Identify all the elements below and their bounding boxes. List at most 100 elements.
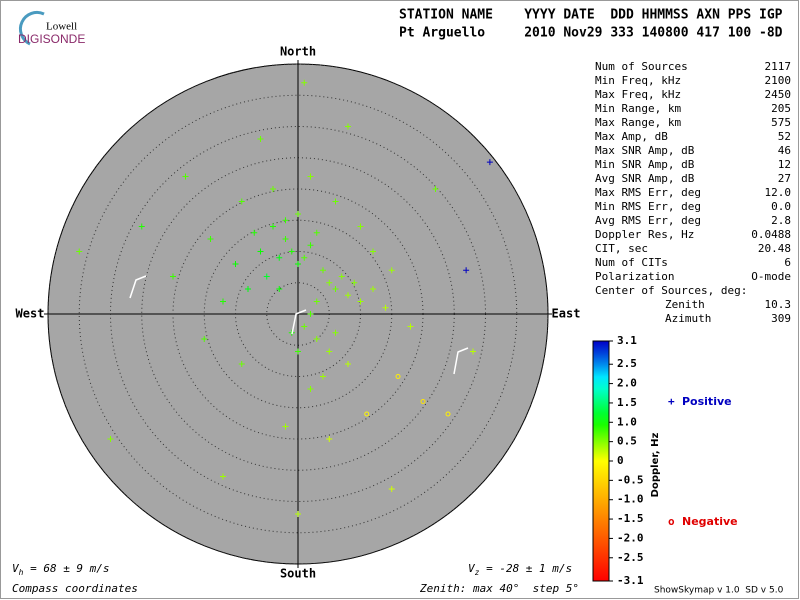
source-plus <box>251 229 258 236</box>
zenith-value: 10.3 <box>765 298 792 311</box>
source-plus <box>370 286 376 292</box>
stat-value: 0.0 <box>771 200 791 213</box>
source-plus <box>326 279 333 286</box>
source-plus <box>463 267 470 274</box>
source-plus <box>282 217 289 224</box>
legend-name: Negative <box>682 515 738 528</box>
azimuth-value: 309 <box>771 312 791 325</box>
stat-value: 52 <box>778 130 791 143</box>
source-plus <box>338 273 345 280</box>
source-plus <box>345 123 351 130</box>
stat-value: 46 <box>778 144 791 157</box>
side-panel: Num of Sources 2117 Min Freq, kHz 2100 Max F… <box>592 60 792 587</box>
zenith-note: Zenith: max 40° step 5° <box>419 582 579 595</box>
velocity-glyph <box>453 347 469 375</box>
source-plus <box>276 286 283 292</box>
direction-label: East <box>552 307 581 321</box>
colorbar-label: Doppler, Hz <box>650 433 661 498</box>
azimuth-label: Azimuth <box>665 312 711 325</box>
source-plus <box>470 348 476 355</box>
stat-value: 6 <box>784 256 791 269</box>
source-plus <box>238 198 245 205</box>
source-plus <box>313 336 320 342</box>
version: ShowSkymap v 1.0 SD v 5.0 <box>654 586 784 596</box>
stat-label: Min Range, km <box>595 102 681 115</box>
source-plus <box>307 173 314 180</box>
source-plus <box>345 292 351 299</box>
source-circle <box>445 411 451 417</box>
direction-label: South <box>280 567 316 581</box>
center-label: Center of Sources, deg: <box>595 284 747 297</box>
colorbar-tick-label: -0.5 <box>617 473 644 486</box>
legend-name: Positive <box>682 395 732 408</box>
source-circle <box>395 374 401 379</box>
source-plus <box>270 223 276 230</box>
source-plus <box>351 279 358 286</box>
vh: Vh = 68 ± 9 m/s <box>12 562 110 577</box>
stat-label: Min RMS Err, deg <box>595 200 701 213</box>
coords-note: Compass coordinates <box>12 582 138 595</box>
source-plus <box>288 248 295 255</box>
source-plus <box>432 186 439 192</box>
colorbar-tick-label: 0 <box>617 454 624 467</box>
header-columns: STATION NAME YYYY DATE DDD HHMMSS AXN PP… <box>399 8 783 23</box>
source-plus <box>407 323 414 330</box>
stat-label: Num of Sources <box>595 60 688 73</box>
source-plus <box>138 223 145 230</box>
source-plus <box>326 436 333 442</box>
stat-label: Avg RMS Err, deg <box>595 214 701 227</box>
source-plus <box>295 348 301 355</box>
stat-value: 2.8 <box>771 214 791 227</box>
source-plus <box>382 304 389 311</box>
stat-value: 205 <box>771 102 791 115</box>
source-plus <box>307 242 314 249</box>
source-plus <box>220 298 226 305</box>
stat-value: 2100 <box>765 74 792 87</box>
stat-label: Max Freq, kHz <box>595 88 681 101</box>
colorbar-tick-label: -1.0 <box>617 493 644 506</box>
header-values: Pt Arguello 2010 Nov29 333 140800 417 10… <box>399 26 783 41</box>
source-plus <box>245 286 251 292</box>
source-circle <box>420 399 426 404</box>
source-plus <box>301 254 308 261</box>
source-plus <box>320 267 326 274</box>
stat-label: Doppler Res, Hz <box>595 228 694 241</box>
colorbar-tick-label: -3.1 <box>617 574 644 587</box>
stat-label: Min SNR Amp, dB <box>595 158 695 171</box>
source-plus <box>332 286 339 292</box>
source-plus <box>282 236 289 242</box>
source-plus <box>257 248 264 255</box>
source-plus <box>332 198 339 205</box>
stat-value: 2117 <box>765 60 792 73</box>
source-plus <box>357 223 364 230</box>
stat-label: Num of CITs <box>595 256 668 269</box>
direction-label: North <box>280 45 316 59</box>
source-plus <box>301 323 308 330</box>
source-plus <box>276 254 283 261</box>
stat-label: Max Amp, dB <box>595 130 668 143</box>
source-plus <box>232 261 239 267</box>
colorbar-tick-label: -2.5 <box>617 551 644 564</box>
stat-label: Max Range, km <box>595 116 681 129</box>
colorbar-tick-label: 3.1 <box>617 334 637 347</box>
stat-label: Polarization <box>595 270 674 283</box>
stat-value: 2450 <box>765 88 792 101</box>
source-plus <box>388 267 395 274</box>
zenith-label: Zenith <box>665 298 705 311</box>
vz: Vz = -28 ± 1 m/s <box>468 562 572 577</box>
stat-label: Avg SNR Amp, dB <box>595 172 695 185</box>
colorbar-tick-label: 1.5 <box>617 396 637 409</box>
velocity-glyph <box>129 275 147 299</box>
colorbar-tick-label: 0.5 <box>617 435 637 448</box>
source-plus <box>201 336 208 342</box>
logo: Lowell DIGISONDE <box>18 10 85 46</box>
colorbar-tick-label: 1.0 <box>617 415 637 428</box>
source-plus <box>107 436 114 442</box>
source-plus <box>182 173 189 180</box>
source-plus <box>207 236 214 242</box>
source-plus <box>320 373 326 380</box>
source-circle <box>364 411 370 417</box>
source-plus <box>170 273 176 280</box>
colorbar <box>592 340 610 582</box>
